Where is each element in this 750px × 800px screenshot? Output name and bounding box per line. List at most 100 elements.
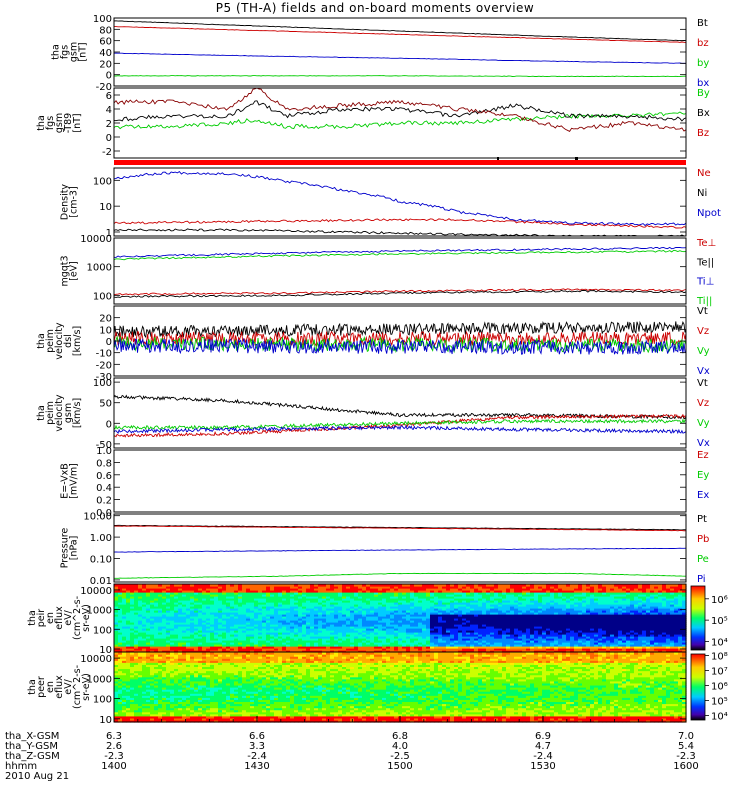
- colorbar-tick-label: 10⁶: [711, 682, 728, 693]
- y-tick-label: 60: [99, 37, 112, 48]
- y-tick-label: 10: [99, 202, 112, 213]
- panel-frame: [113, 167, 687, 237]
- y-tick-label: 0: [106, 419, 112, 430]
- x-tick-label: 1400: [101, 761, 126, 772]
- x-tick-label: 7.0: [678, 731, 694, 742]
- quality-flag-bar: [114, 160, 686, 165]
- legend-entry: Ey: [697, 470, 709, 481]
- y-axis-label: eV/: [63, 678, 74, 694]
- y-axis-label: velocity: [54, 394, 65, 432]
- y-tick-label: 0: [106, 71, 112, 82]
- x-tick-label: 3.3: [249, 741, 265, 752]
- y-tick-label: 10: [99, 715, 112, 726]
- y-tick-label: 100: [93, 176, 112, 187]
- y-tick-label: 6: [106, 91, 112, 102]
- y-tick-label: 50: [99, 399, 112, 410]
- series-line-by: [113, 75, 686, 78]
- y-axis-label: Density: [60, 184, 71, 220]
- legend-entry: Te||: [696, 257, 714, 268]
- legend-entry: Vy: [697, 346, 710, 357]
- y-axis-label: [eV]: [69, 261, 80, 281]
- panel-pressure: 10.00 1.00 0.10 0.01 Pressure[nPa] Pt Pb Pe Pi: [60, 512, 710, 587]
- legend-entry: Vt: [697, 306, 708, 317]
- colorbar-tick-label: 10⁶: [711, 595, 728, 606]
- series-line-pe: [114, 572, 686, 579]
- x-tick-label: -2.3: [676, 751, 696, 762]
- legend-entry: Ez: [697, 450, 709, 461]
- y-axis-label: -T89: [63, 113, 74, 133]
- date-label: 2010 Aug 21: [5, 771, 69, 782]
- series-line-bz: [114, 26, 687, 43]
- y-axis-label: dsl: [63, 334, 74, 348]
- legend-entry: Vx: [697, 366, 710, 377]
- x-row-label: tha_Y-GSM: [5, 741, 58, 752]
- legend-entry: Vy: [697, 418, 710, 429]
- y-axis-label: peer: [36, 676, 47, 698]
- y-tick-label: 1000: [87, 674, 112, 685]
- colorbar-peir: 10⁶ 10⁵ 10⁴: [690, 585, 728, 651]
- x-tick-label: -2.5: [390, 751, 410, 762]
- y-tick-label: -30: [96, 372, 112, 383]
- y-axis-label: sr-eV): [81, 604, 92, 632]
- legend-entry: Ex: [697, 490, 709, 501]
- legend-entry: Vz: [697, 398, 709, 409]
- y-tick-label: -2: [102, 147, 112, 158]
- y-tick-label: -20: [96, 360, 112, 371]
- legend-entry: Ni: [697, 188, 707, 199]
- y-tick-label: 0.0: [96, 508, 112, 519]
- y-tick-label: 0.8: [96, 458, 112, 469]
- legend-entry: Bt: [697, 18, 708, 29]
- x-row-label: tha_Z-GSM: [5, 751, 60, 762]
- x-tick-label: -2.3: [104, 751, 124, 762]
- y-tick-label: 10: [99, 325, 112, 336]
- y-tick-label: 0.10: [90, 555, 112, 566]
- y-axis-label: [nPa]: [69, 536, 80, 561]
- y-tick-label: -10: [96, 349, 112, 360]
- x-tick-label: 1530: [530, 761, 555, 772]
- y-axis-label: (cm^2-s-: [72, 665, 83, 709]
- series-line-vz: [113, 330, 687, 347]
- x-tick-label: 4.0: [392, 741, 408, 752]
- y-tick-label: 1000: [87, 606, 112, 617]
- series-line-vt: [113, 320, 687, 338]
- colorbar-tick-label: 10⁵: [711, 697, 728, 708]
- series-line-vy: [113, 335, 687, 354]
- y-tick-label: 0.01: [90, 576, 112, 587]
- series-line-vx: [113, 337, 687, 355]
- panel-frame: [113, 513, 687, 583]
- x-tick-label: 1430: [244, 761, 269, 772]
- series-line-vx: [113, 424, 687, 435]
- x-tick-label: 1600: [673, 761, 698, 772]
- panel-frame: [113, 237, 687, 305]
- y-tick-label: 20: [99, 59, 112, 70]
- y-axis-label: [mV/m]: [69, 463, 80, 499]
- y-tick-label: 0: [106, 337, 112, 348]
- legend-entry: Bz: [697, 128, 709, 139]
- y-tick-label: 80: [99, 25, 112, 36]
- y-axis-label: (cm^2-s-: [72, 596, 83, 640]
- legend-entry: Pb: [697, 534, 709, 545]
- panel-frame: [113, 377, 687, 449]
- series-line-pi: [113, 547, 687, 553]
- series-line-by: [113, 111, 687, 130]
- panel-frame: [113, 87, 687, 159]
- legend-entry: Pt: [697, 514, 707, 525]
- y-axis-label: [km/s]: [72, 398, 83, 428]
- panel-peer: 10⁸ 10⁷ 10⁶ 10⁵ 10⁴ 10000 1000 100 10 thapeerenef…: [27, 651, 728, 726]
- y-tick-label: 20: [99, 314, 112, 325]
- series-line-ne: [113, 218, 687, 229]
- series-line-bt: [113, 20, 687, 42]
- y-axis-label: peim: [45, 401, 56, 425]
- y-axis-label: tha: [27, 679, 38, 695]
- series-line-pb: [113, 525, 686, 532]
- y-axis-label: eflux: [54, 606, 65, 630]
- y-tick-label: 40: [99, 48, 112, 59]
- y-tick-label: 100: [93, 14, 112, 25]
- panel-temp: 10000 1000 100 mgqt3[eV] Te⊥ Te|| Ti⊥ Ti||: [60, 234, 717, 307]
- legend-entry: Vz: [697, 326, 709, 337]
- y-axis-label: peim: [45, 329, 56, 353]
- legend-entry: Pi: [697, 574, 706, 585]
- y-tick-label: 4: [106, 105, 112, 116]
